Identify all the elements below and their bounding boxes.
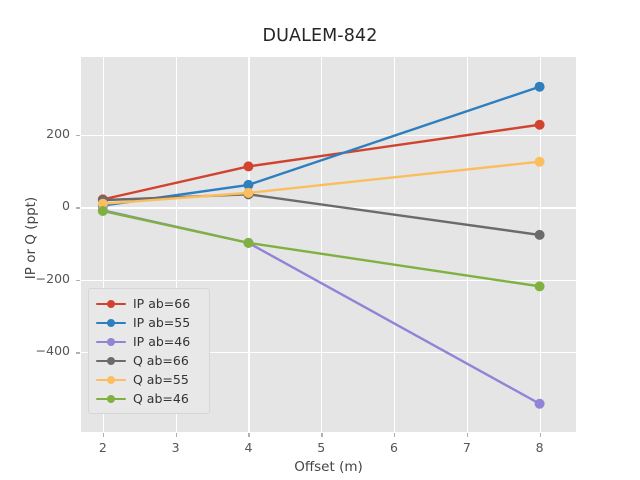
series-line (101, 193, 541, 237)
series-5 (97, 205, 545, 292)
chart-title: DUALEM-842 (262, 26, 378, 46)
data-point (534, 229, 545, 240)
gridline-horizontal-0 (81, 134, 576, 137)
legend-item-4[interactable]: Q ab=55 (89, 370, 209, 389)
data-point (97, 205, 108, 216)
x-tick-mark-5 (466, 433, 469, 437)
gridline-vertical-0 (102, 57, 105, 432)
series-3 (97, 189, 545, 240)
y-tick-mark-3 (76, 352, 80, 354)
legend-marker-dot (107, 394, 115, 403)
y-tick-label-2: −200 (35, 270, 70, 286)
x-tick-mark-6 (539, 433, 541, 437)
data-point (243, 161, 254, 172)
x-tick-mark-0 (102, 433, 105, 437)
x-tick-mark-2 (248, 433, 250, 437)
series-line (101, 85, 541, 207)
legend-marker-dot (107, 318, 115, 327)
gridline-vertical-6 (539, 57, 541, 432)
y-tick-label-0: 200 (46, 125, 70, 141)
legend-label: IP ab=55 (133, 315, 191, 330)
x-tick-mark-3 (321, 433, 323, 437)
x-tick-mark-4 (394, 433, 396, 437)
y-tick-label-3: −400 (35, 343, 70, 359)
y-tick-mark-0 (76, 134, 80, 137)
gridline-horizontal-3 (81, 352, 576, 354)
data-point (534, 156, 545, 167)
legend-swatch-icon (96, 393, 126, 405)
data-point (243, 187, 254, 198)
legend-marker-dot (107, 375, 115, 384)
legend-label: IP ab=66 (133, 296, 191, 311)
legend-marker-dot (107, 337, 115, 346)
x-tick-label-5: 7 (462, 440, 471, 455)
y-tick-mark-2 (76, 279, 80, 282)
data-point (534, 119, 545, 130)
x-tick-mark-1 (175, 433, 178, 437)
legend-label: Q ab=46 (133, 391, 189, 406)
x-tick-label-1: 3 (171, 440, 180, 455)
data-point (534, 281, 545, 292)
series-0 (97, 119, 545, 205)
legend-swatch-icon (96, 298, 126, 310)
legend[interactable]: IP ab=66 IP ab=55 IP ab=46 Q ab=66 Q ab=55 Q … (88, 288, 210, 414)
legend-swatch-icon (96, 317, 126, 329)
data-point (97, 198, 108, 209)
series-line (101, 209, 541, 288)
x-tick-label-3: 5 (317, 440, 326, 455)
data-point (243, 179, 254, 190)
y-tick-mark-1 (76, 207, 80, 209)
gridline-vertical-3 (321, 57, 323, 432)
series-1 (97, 81, 545, 211)
legend-swatch-icon (96, 374, 126, 386)
series-4 (97, 156, 545, 209)
gridline-horizontal-2 (81, 279, 576, 281)
legend-swatch-icon (96, 355, 126, 367)
data-series-layer (97, 81, 545, 409)
legend-item-1[interactable]: IP ab=55 (89, 313, 209, 332)
data-point (243, 237, 254, 248)
gridline-vertical-4 (394, 57, 396, 432)
legend-item-2[interactable]: IP ab=46 (89, 332, 209, 351)
gridline-vertical-1 (175, 57, 177, 432)
data-point (534, 398, 545, 409)
x-tick-label-4: 6 (390, 440, 398, 455)
legend-item-0[interactable]: IP ab=66 (89, 294, 209, 313)
y-axis-label: IP or Q (ppt) (23, 196, 39, 280)
gridline-vertical-5 (466, 57, 468, 432)
legend-label: Q ab=66 (133, 353, 189, 368)
x-axis-label: Offset (m) (294, 459, 363, 475)
x-tick-label-2: 4 (244, 440, 253, 455)
y-tick-label-1: 0 (62, 198, 70, 214)
legend-marker-dot (107, 356, 115, 365)
x-tick-label-6: 8 (535, 440, 544, 455)
legend-marker-dot (107, 299, 115, 308)
legend-item-3[interactable]: Q ab=66 (89, 351, 209, 370)
data-point (534, 81, 545, 92)
legend-label: Q ab=55 (133, 372, 189, 387)
series-line (101, 123, 541, 201)
legend-swatch-icon (96, 336, 126, 348)
x-tick-label-0: 2 (98, 440, 107, 455)
legend-label: IP ab=46 (133, 334, 191, 349)
legend-item-5[interactable]: Q ab=46 (89, 389, 209, 408)
gridline-horizontal-1 (81, 207, 576, 209)
